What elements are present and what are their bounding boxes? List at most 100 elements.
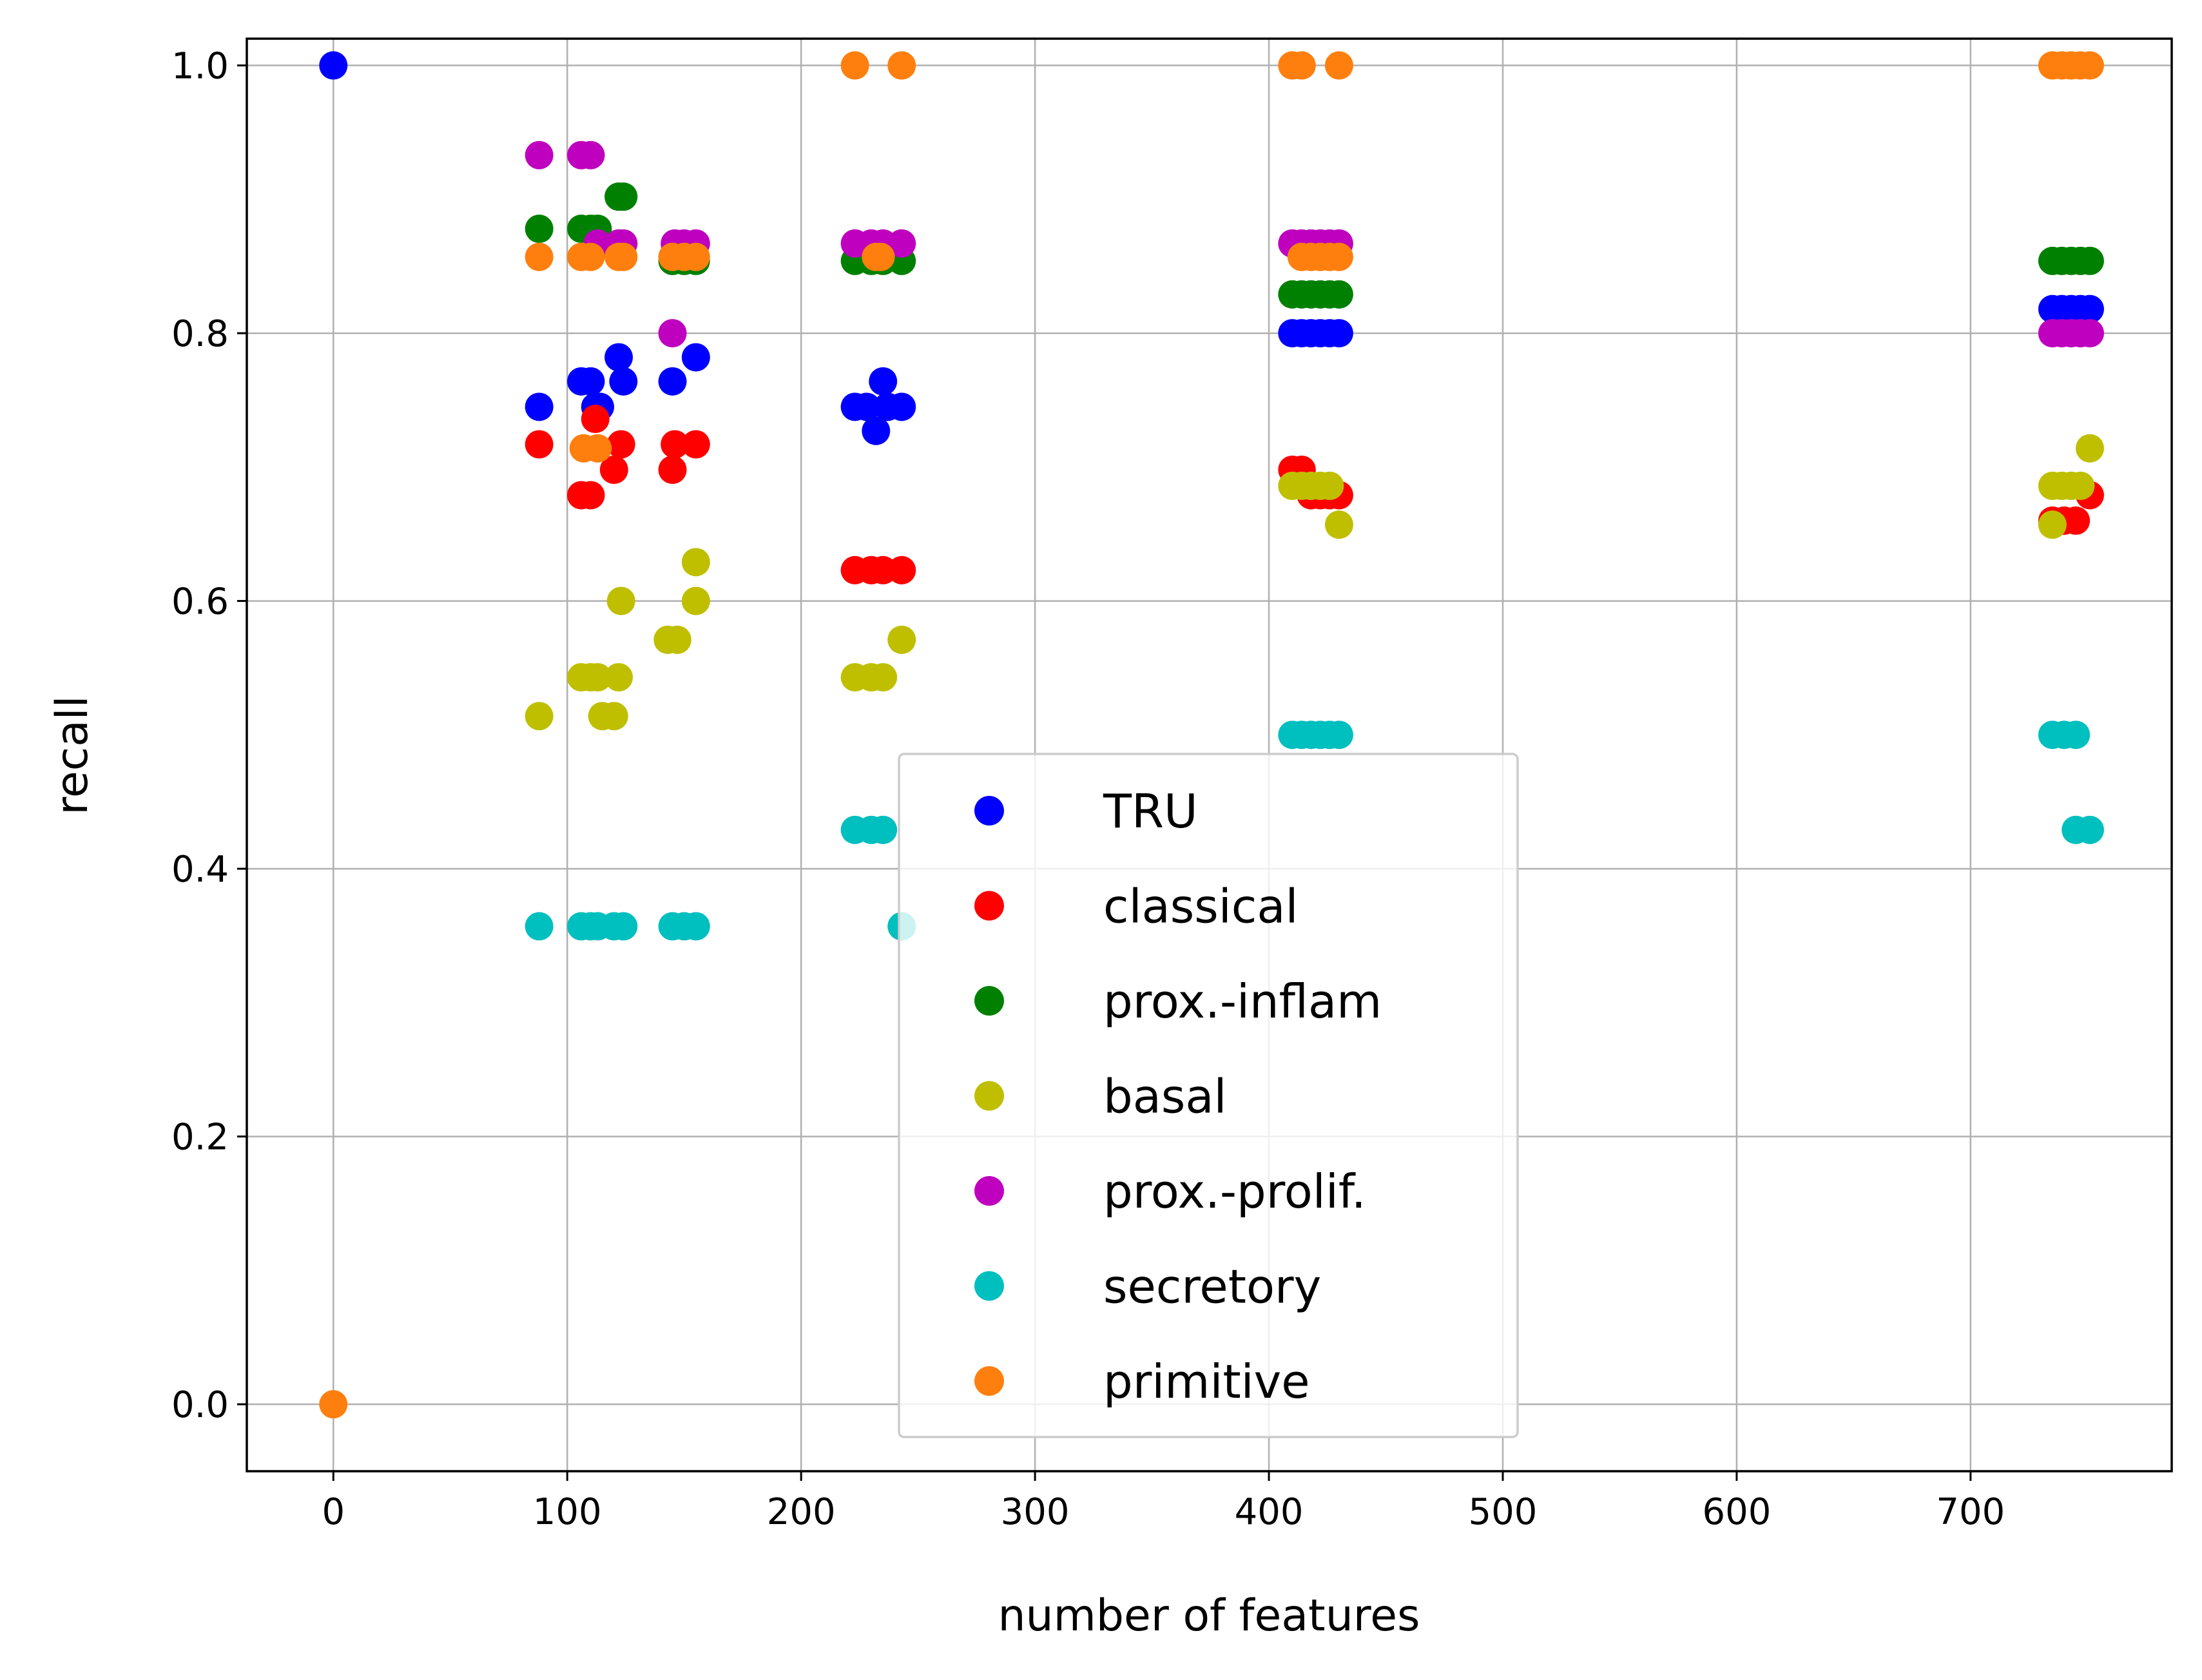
- data-point: [658, 319, 687, 348]
- x-axis-label: number of features: [998, 1590, 1420, 1641]
- data-point: [583, 663, 612, 692]
- y-tick-label: 0.8: [171, 313, 229, 355]
- x-axis-ticks: 0 100 200 300 400 500 600 700: [322, 1471, 2005, 1533]
- data-point: [576, 242, 605, 271]
- data-point: [681, 912, 710, 941]
- legend-entry-label: TRU: [1103, 784, 1198, 838]
- legend-frame: [898, 753, 1519, 1438]
- legend-marker: [974, 986, 1004, 1016]
- data-point: [681, 430, 710, 459]
- legend-marker: [974, 796, 1004, 826]
- x-tick-label: 100: [533, 1491, 602, 1533]
- data-point: [2075, 434, 2104, 463]
- legend-marker: [974, 1366, 1004, 1396]
- series-primitive: [319, 51, 2104, 1419]
- legend-entry-label: prox.-inflam: [1103, 974, 1382, 1028]
- data-point: [2075, 815, 2104, 844]
- data-point: [576, 481, 605, 510]
- data-point: [581, 405, 610, 434]
- data-point: [525, 702, 554, 731]
- data-point: [525, 430, 554, 459]
- data-point: [2075, 294, 2104, 323]
- legend: TRU classical prox.-inflam basal prox.-proli…: [898, 753, 1519, 1438]
- data-point: [525, 392, 554, 421]
- data-point: [1287, 51, 1316, 80]
- data-point: [604, 663, 633, 692]
- data-point: [840, 51, 869, 80]
- data-point: [869, 367, 898, 396]
- data-point: [319, 1390, 348, 1419]
- data-point: [525, 215, 554, 244]
- y-tick-label: 1.0: [171, 46, 229, 88]
- y-tick-label: 0.2: [171, 1117, 229, 1159]
- data-point: [525, 140, 554, 169]
- data-point: [866, 242, 895, 271]
- data-point: [576, 140, 605, 169]
- data-point: [599, 702, 628, 731]
- data-point: [681, 586, 710, 615]
- data-point: [681, 343, 710, 372]
- y-tick-label: 0.6: [171, 581, 229, 623]
- legend-marker: [974, 1081, 1004, 1111]
- data-point: [887, 51, 916, 80]
- data-point: [606, 586, 635, 615]
- y-tick-label: 0.0: [171, 1384, 229, 1426]
- x-tick-label: 0: [322, 1491, 345, 1533]
- data-point: [869, 815, 898, 844]
- x-tick-label: 400: [1235, 1491, 1304, 1533]
- data-point: [887, 392, 916, 421]
- data-point: [1324, 280, 1353, 309]
- data-point: [525, 242, 554, 271]
- data-point: [887, 555, 916, 584]
- data-point: [2075, 319, 2104, 348]
- legend-entry-label: basal: [1103, 1070, 1226, 1124]
- data-point: [887, 229, 916, 258]
- data-point: [1315, 471, 1344, 500]
- legend-entry-label: prox.-prolif.: [1103, 1164, 1366, 1219]
- data-point: [852, 392, 881, 421]
- data-point: [525, 912, 554, 941]
- x-tick-label: 300: [1001, 1491, 1070, 1533]
- legend-marker: [974, 1271, 1004, 1301]
- x-tick-label: 600: [1702, 1491, 1771, 1533]
- plot-area-frame: [246, 37, 2173, 1472]
- data-point: [661, 430, 690, 459]
- data-point: [662, 625, 691, 654]
- data-point: [658, 455, 687, 484]
- data-point: [604, 343, 633, 372]
- data-point: [319, 51, 348, 80]
- x-tick-label: 200: [767, 1491, 836, 1533]
- data-point: [2075, 51, 2104, 80]
- y-axis-label: recall: [47, 695, 98, 815]
- x-tick-label: 700: [1936, 1491, 2005, 1533]
- data-point: [609, 242, 638, 271]
- data-point: [609, 912, 638, 941]
- legend-marker: [974, 1176, 1004, 1206]
- data-point: [1324, 720, 1353, 749]
- data-point: [862, 416, 891, 445]
- data-point: [2062, 506, 2091, 535]
- series-tru: [319, 51, 2104, 445]
- data-point: [658, 367, 687, 396]
- legend-marker: [974, 891, 1004, 921]
- x-tick-label: 500: [1469, 1491, 1538, 1533]
- data-point: [887, 625, 916, 654]
- y-axis-ticks: 0.0 0.2 0.4 0.6 0.8 1.0: [171, 46, 247, 1426]
- y-tick-label: 0.4: [171, 849, 229, 891]
- legend-entry-label: classical: [1103, 880, 1298, 934]
- data-point: [609, 182, 638, 211]
- series-basal: [525, 434, 2104, 731]
- data-point: [576, 367, 605, 396]
- data-point: [681, 548, 710, 577]
- legend-entry-label: secretory: [1103, 1260, 1321, 1314]
- data-point: [583, 434, 612, 463]
- data-point: [599, 455, 628, 484]
- data-point: [1324, 510, 1353, 539]
- data-point: [2062, 720, 2091, 749]
- data-point: [1324, 51, 1353, 80]
- data-point: [2066, 471, 2095, 500]
- data-point: [609, 367, 638, 396]
- data-point: [869, 663, 898, 692]
- data-point: [1324, 242, 1353, 271]
